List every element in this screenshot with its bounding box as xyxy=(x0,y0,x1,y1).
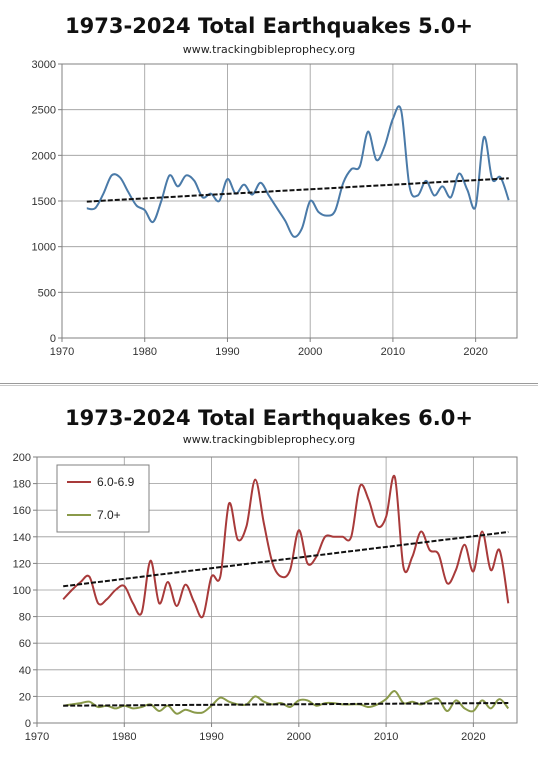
y-tick-label: 20 xyxy=(19,691,31,703)
y-tick-label: 80 xyxy=(19,612,31,624)
y-tick-label: 100 xyxy=(13,585,31,597)
trendline-series-2 xyxy=(63,531,509,588)
x-tick-label: 1980 xyxy=(112,731,136,743)
chart-subtitle: www.trackingbibleprophecy.org xyxy=(182,43,356,56)
y-tick-label: 1000 xyxy=(32,242,56,254)
y-tick-label: 160 xyxy=(13,505,31,517)
plot-border xyxy=(36,456,518,724)
x-tick-label: 1980 xyxy=(132,346,156,358)
data-series-1 xyxy=(63,690,510,715)
x-tick-label: 2000 xyxy=(298,346,322,358)
x-tick-label: 2020 xyxy=(461,731,485,743)
y-tick-label: 2000 xyxy=(32,150,56,162)
y-tick-label: 1500 xyxy=(32,196,56,208)
y-tick-label: 0 xyxy=(50,333,56,345)
data-series-0 xyxy=(86,105,510,238)
x-tick-label: 1990 xyxy=(199,731,223,743)
chart-title: 1973-2024 Total Earthquakes 5.0+ xyxy=(65,14,473,38)
x-tick-label: 2020 xyxy=(463,346,487,358)
x-tick-label: 2000 xyxy=(287,731,311,743)
chart-subtitle: www.trackingbibleprophecy.org xyxy=(182,433,356,446)
y-tick-label: 180 xyxy=(13,479,31,491)
legend-box xyxy=(56,464,150,533)
y-tick-label: 140 xyxy=(13,532,31,544)
data-series-0 xyxy=(62,474,510,619)
y-tick-label: 40 xyxy=(19,665,31,677)
y-tick-label: 3000 xyxy=(32,59,56,71)
plot-border xyxy=(61,63,518,339)
legend-label: 6.0-6.9 xyxy=(97,475,135,489)
y-tick-label: 200 xyxy=(13,452,31,464)
y-tick-label: 2500 xyxy=(32,105,56,117)
y-tick-label: 0 xyxy=(25,718,31,730)
x-tick-label: 1970 xyxy=(25,731,49,743)
y-tick-label: 60 xyxy=(19,638,31,650)
x-tick-label: 2010 xyxy=(374,731,398,743)
chart-plot-magnitude-5: 0 500 1000 1500 2000 2500 3000 1970 1980 1990 2000… xyxy=(32,59,518,358)
chart-plot-magnitude-6: 0 20 40 60 80 100 120 140 160 180 200 1970 1980 1990 2… xyxy=(13,452,518,743)
chart-panel-magnitude-5: 1973-2024 Total Earthquakes 5.0+ www.tra… xyxy=(0,0,538,384)
y-tick-label: 120 xyxy=(13,558,31,570)
x-tick-label: 1970 xyxy=(50,346,74,358)
y-tick-label: 500 xyxy=(38,287,56,299)
x-tick-label: 1990 xyxy=(215,346,239,358)
trendline-series-3 xyxy=(63,702,509,707)
chart-title: 1973-2024 Total Earthquakes 6.0+ xyxy=(65,406,473,430)
trendline-series-1 xyxy=(86,177,509,203)
legend-label: 7.0+ xyxy=(97,508,121,522)
x-tick-label: 2010 xyxy=(381,346,405,358)
chart-panel-magnitude-6: 1973-2024 Total Earthquakes 6.0+ www.tra… xyxy=(0,385,538,769)
